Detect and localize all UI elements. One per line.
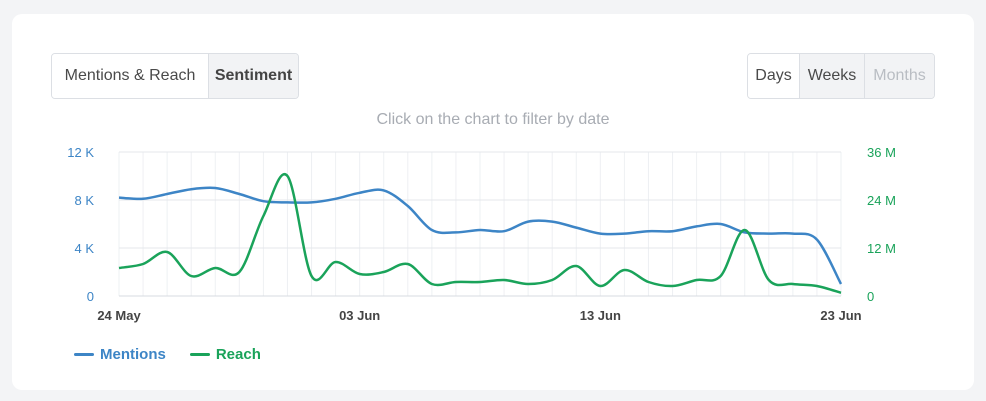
legend-mentions-label: Mentions [100,346,166,363]
y-left-tick-label: 4 K [74,241,94,256]
line-chart[interactable]: 0 4 K 8 K 12 K 0 12 M 24 M 36 M 24 May 03 Jun 13 J… [12,14,974,390]
chart-card: Mentions & Reach Sentiment Days Weeks Mo… [12,14,974,390]
tab-sentiment[interactable]: Sentiment [208,54,298,98]
series-line-mentions [118,186,843,285]
legend-item-reach[interactable]: Reach [189,346,261,363]
period-months-button: Months [864,54,934,98]
tab-mentions-reach[interactable]: Mentions & Reach [52,54,208,98]
legend-reach-swatch [189,353,210,356]
period-days-button[interactable]: Days [748,54,799,98]
y-right-tick-label: 0 [867,289,874,304]
legend-mentions-swatch [74,353,94,356]
series-line-reach [118,172,842,295]
chart-hint: Click on the chart to filter by date [376,111,610,128]
legend-item-mentions[interactable]: Mentions [74,346,166,363]
legend-reach-label: Reach [215,346,261,363]
chart-series [118,172,843,295]
view-toggle: Mentions & Reach Sentiment [51,53,299,99]
y-left-tick-label: 8 K [74,193,94,208]
y-left-tick-label: 0 [87,289,94,304]
chart-axes: 0 4 K 8 K 12 K 0 12 M 24 M 36 M 24 May 03 Jun 13 J… [67,145,896,323]
y-right-tick-label: 36 M [867,145,896,160]
y-right-tick-label: 12 M [867,241,896,256]
x-tick-label: 13 Jun [580,308,621,323]
chart-grid [118,151,842,297]
y-left-tick-label: 12 K [67,145,94,160]
x-tick-label: 24 May [97,308,141,323]
chart-legend: Mentions Reach [74,346,261,363]
period-weeks-button[interactable]: Weeks [799,54,864,98]
y-right-tick-label: 24 M [867,193,896,208]
x-tick-label: 23 Jun [820,308,861,323]
period-toggle: Days Weeks Months [747,53,935,99]
x-tick-label: 03 Jun [339,308,380,323]
